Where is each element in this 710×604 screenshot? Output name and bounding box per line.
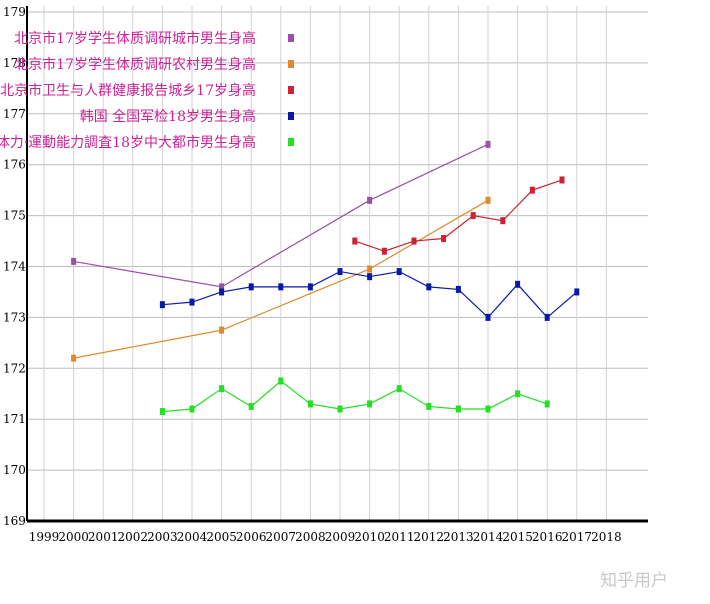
y-tick-label: 172	[3, 361, 26, 375]
series-markers	[71, 140, 580, 416]
y-tick-label: 175	[3, 209, 26, 223]
axes	[26, 6, 648, 523]
data-point	[189, 405, 195, 413]
legend-marker-4	[288, 112, 294, 120]
data-point	[352, 237, 358, 245]
data-point	[426, 402, 432, 410]
legend-marker-2	[288, 60, 294, 68]
data-point	[219, 326, 225, 334]
grid	[27, 6, 648, 521]
data-point	[470, 212, 476, 220]
x-tick-label: 2012	[414, 530, 445, 544]
data-point	[411, 237, 417, 245]
data-point	[455, 405, 461, 413]
x-tick-label: 2005	[206, 530, 237, 544]
x-tick-label: 2011	[384, 530, 415, 544]
series-line-5	[162, 380, 548, 413]
x-tick-labels: 1999 2000 2001 2002 2003 2004 2005 2006 2007 2008…	[29, 530, 622, 544]
data-point	[574, 288, 580, 296]
x-tick-label: 2017	[562, 530, 593, 544]
y-tick-label: 169	[3, 514, 26, 528]
data-point	[367, 273, 373, 281]
data-point	[485, 405, 491, 413]
x-tick-label: 2015	[502, 530, 533, 544]
x-tick-label: 2006	[236, 530, 267, 544]
y-tick-label: 178	[3, 56, 26, 70]
y-tick-label: 173	[3, 310, 26, 324]
y-tick-label: 171	[3, 412, 26, 426]
legend-marker-5	[288, 138, 294, 146]
x-tick-label: 2016	[532, 530, 563, 544]
legend-marker-1	[288, 34, 294, 42]
y-tick-label: 179	[3, 5, 26, 19]
data-point	[71, 257, 77, 265]
x-tick-label: 2000	[58, 530, 89, 544]
legend: 北京市17岁学生体质调研城市男生身高北京市17岁学生体质调研农村男生身高北京市卫…	[0, 30, 294, 151]
x-tick-label: 2014	[473, 530, 504, 544]
x-tick-label: 2003	[147, 530, 178, 544]
data-point	[559, 176, 565, 184]
y-tick-label: 177	[3, 107, 26, 121]
data-point	[248, 283, 254, 291]
data-point	[455, 285, 461, 293]
x-tick-label: 2002	[118, 530, 149, 544]
y-tick-label: 170	[3, 463, 26, 477]
x-tick-label: 2001	[88, 530, 119, 544]
watermark-text: 知乎用户	[600, 571, 668, 591]
series-line-3	[354, 179, 563, 252]
data-point	[248, 402, 254, 410]
data-point	[219, 288, 225, 296]
data-point	[337, 268, 343, 276]
series-line-1	[73, 143, 489, 288]
data-point	[485, 313, 491, 321]
data-point	[159, 301, 165, 309]
x-tick-label: 2008	[295, 530, 326, 544]
data-point	[307, 283, 313, 291]
data-point	[544, 313, 550, 321]
series-lines	[73, 143, 578, 413]
data-point	[71, 354, 77, 362]
legend-label-2: 北京市17岁学生体质调研农村男生身高	[14, 56, 256, 73]
data-point	[381, 247, 387, 255]
y-tick-labels: 169 170 171 172 173 174 175 176 177 178 179	[3, 5, 26, 528]
legend-label-3: 北京市卫生与人群健康报告城乡17岁身高	[0, 82, 256, 99]
data-point	[307, 400, 313, 408]
x-tick-label: 2004	[177, 530, 208, 544]
data-point	[396, 268, 402, 276]
legend-label-1: 北京市17岁学生体质调研城市男生身高	[14, 30, 256, 47]
data-point	[367, 265, 373, 273]
data-point	[189, 298, 195, 306]
y-tick-label: 176	[3, 158, 26, 172]
data-point	[367, 400, 373, 408]
legend-label-5: 日本体力·運動能力調査18岁中大都市男生身高	[0, 134, 256, 151]
data-point	[337, 405, 343, 413]
series-line-2	[73, 199, 489, 359]
y-tick-label: 174	[3, 260, 26, 274]
data-point	[426, 283, 432, 291]
x-tick-label: 2018	[591, 530, 622, 544]
legend-label-4: 韩国 全国军检18岁男生身高	[80, 108, 256, 125]
data-point	[485, 196, 491, 204]
data-point	[219, 283, 225, 291]
x-tick-label: 2013	[443, 530, 474, 544]
data-point	[515, 390, 521, 398]
data-point	[367, 196, 373, 204]
data-point	[278, 283, 284, 291]
x-tick-label: 2009	[325, 530, 356, 544]
legend-marker-3	[288, 86, 294, 94]
data-point	[529, 186, 535, 194]
x-tick-label: 2007	[266, 530, 297, 544]
data-point	[396, 385, 402, 393]
data-point	[500, 217, 506, 225]
x-tick-label: 1999	[29, 530, 60, 544]
data-point	[544, 400, 550, 408]
data-point	[159, 408, 165, 416]
data-point	[515, 280, 521, 288]
data-point	[485, 140, 491, 148]
data-point	[441, 235, 447, 243]
data-point	[219, 385, 225, 393]
data-point	[278, 377, 284, 385]
x-tick-label: 2010	[354, 530, 385, 544]
